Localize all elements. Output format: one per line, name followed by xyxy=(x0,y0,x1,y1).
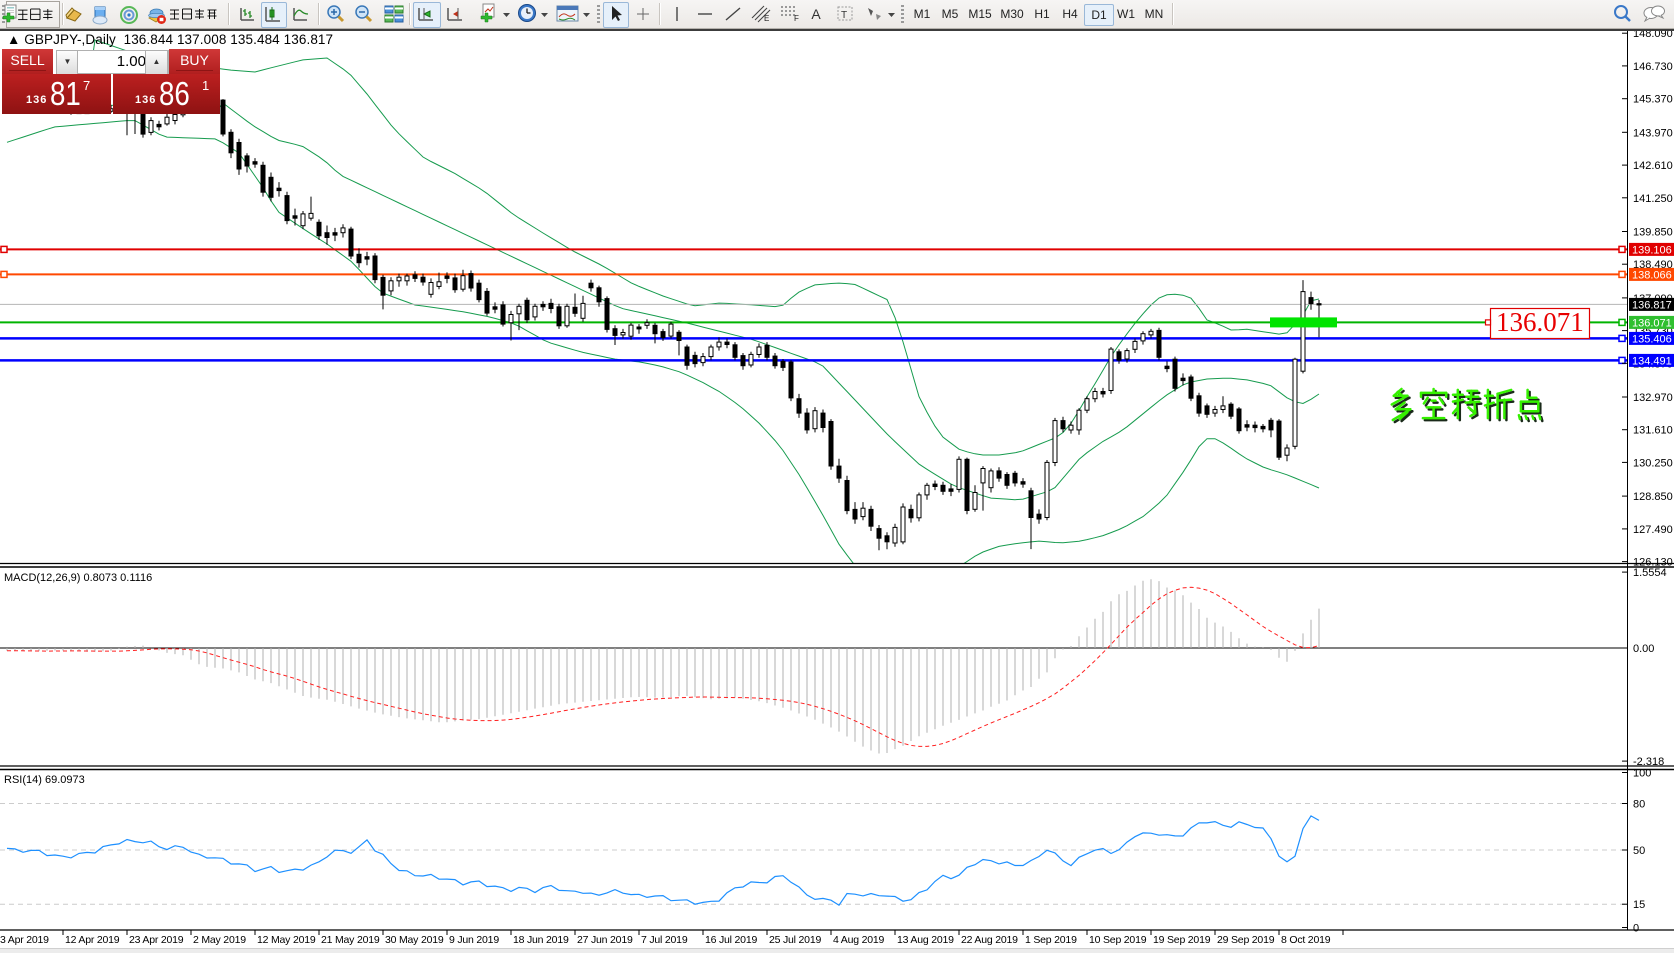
svg-text:2 May 2019: 2 May 2019 xyxy=(193,934,246,946)
svg-text:50: 50 xyxy=(1633,845,1645,857)
svg-text:21 May 2019: 21 May 2019 xyxy=(321,934,380,946)
svg-text:25 Jul 2019: 25 Jul 2019 xyxy=(769,934,821,946)
svg-text:134.491: 134.491 xyxy=(1632,355,1672,367)
svg-text:80: 80 xyxy=(1633,799,1645,811)
svg-text:7 Jul 2019: 7 Jul 2019 xyxy=(641,934,688,946)
svg-text:145.370: 145.370 xyxy=(1633,94,1673,106)
svg-text:12 Apr 2019: 12 Apr 2019 xyxy=(65,934,120,946)
svg-text:15: 15 xyxy=(1633,899,1645,911)
svg-text:1 Sep 2019: 1 Sep 2019 xyxy=(1025,934,1077,946)
svg-text:29 Sep 2019: 29 Sep 2019 xyxy=(1217,934,1275,946)
svg-text:19 Sep 2019: 19 Sep 2019 xyxy=(1153,934,1211,946)
svg-text:131.610: 131.610 xyxy=(1633,425,1673,437)
svg-text:142.610: 142.610 xyxy=(1633,160,1673,172)
svg-text:T: T xyxy=(841,10,847,21)
svg-text:27 Jun 2019: 27 Jun 2019 xyxy=(577,934,633,946)
svg-text:-2.318: -2.318 xyxy=(1633,756,1664,768)
svg-text:MACD(12,26,9) 0.8073 0.1116: MACD(12,26,9) 0.8073 0.1116 xyxy=(4,572,152,584)
svg-text:132.970: 132.970 xyxy=(1633,392,1673,404)
svg-text:1.5554: 1.5554 xyxy=(1633,567,1667,579)
svg-text:4 Aug 2019: 4 Aug 2019 xyxy=(833,934,884,946)
svg-text:0.00: 0.00 xyxy=(1633,643,1654,655)
svg-text:F: F xyxy=(794,14,799,23)
svg-text:23 Apr 2019: 23 Apr 2019 xyxy=(129,934,184,946)
svg-text:RSI(14) 69.0973: RSI(14) 69.0973 xyxy=(4,774,85,786)
svg-text:0: 0 xyxy=(1633,923,1639,935)
svg-text:138.066: 138.066 xyxy=(1632,269,1672,281)
svg-text:22 Aug 2019: 22 Aug 2019 xyxy=(961,934,1018,946)
svg-text:100: 100 xyxy=(1633,768,1651,780)
svg-text:10 Sep 2019: 10 Sep 2019 xyxy=(1089,934,1147,946)
svg-text:135.406: 135.406 xyxy=(1632,333,1672,345)
svg-text:13 Aug 2019: 13 Aug 2019 xyxy=(897,934,954,946)
svg-text:126.130: 126.130 xyxy=(1633,557,1673,569)
svg-text:136.071: 136.071 xyxy=(1632,317,1672,329)
svg-text:9 Jun 2019: 9 Jun 2019 xyxy=(449,934,499,946)
svg-text:136.817: 136.817 xyxy=(1632,299,1672,311)
svg-text:E: E xyxy=(764,14,769,23)
svg-text:143.970: 143.970 xyxy=(1633,127,1673,139)
svg-text:130.250: 130.250 xyxy=(1633,457,1673,469)
svg-text:12 May 2019: 12 May 2019 xyxy=(257,934,316,946)
svg-text:30 May 2019: 30 May 2019 xyxy=(385,934,444,946)
svg-text:18 Jun 2019: 18 Jun 2019 xyxy=(513,934,569,946)
svg-text:136.071: 136.071 xyxy=(1496,307,1584,337)
svg-text:139.106: 139.106 xyxy=(1632,244,1672,256)
svg-text:146.730: 146.730 xyxy=(1633,61,1673,73)
svg-text:148.090: 148.090 xyxy=(1633,28,1673,40)
svg-text:127.490: 127.490 xyxy=(1633,524,1673,536)
svg-text:128.850: 128.850 xyxy=(1633,491,1673,503)
svg-text:16 Jul 2019: 16 Jul 2019 xyxy=(705,934,757,946)
svg-text:3 Apr 2019: 3 Apr 2019 xyxy=(0,934,49,946)
svg-text:8 Oct 2019: 8 Oct 2019 xyxy=(1281,934,1331,946)
svg-text:139.850: 139.850 xyxy=(1633,226,1673,238)
svg-text:141.250: 141.250 xyxy=(1633,193,1673,205)
